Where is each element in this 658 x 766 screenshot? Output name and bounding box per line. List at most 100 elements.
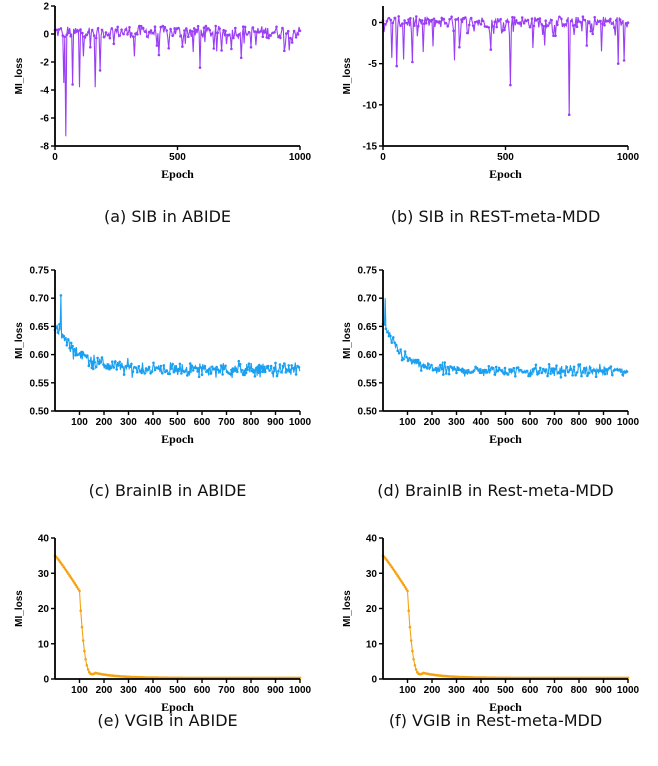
x-tick-label: 500: [497, 685, 514, 696]
data-point: [131, 370, 135, 374]
data-point: [75, 585, 79, 589]
data-point: [80, 625, 84, 629]
data-point: [405, 587, 408, 591]
data-point: [181, 45, 184, 48]
data-point: [275, 374, 279, 378]
data-point: [128, 365, 132, 369]
data-point: [399, 348, 402, 351]
y-axis-label: MI_loss: [14, 57, 25, 94]
data-point: [579, 21, 583, 24]
data-point: [427, 363, 430, 366]
y-tick-label: 0.75: [358, 266, 378, 277]
data-point: [547, 363, 551, 366]
y-tick-label: -15: [363, 142, 378, 153]
data-point: [475, 366, 479, 370]
data-point: [566, 370, 570, 374]
data-point: [66, 338, 70, 341]
data-point: [585, 44, 589, 47]
data-point: [87, 364, 91, 368]
data-point: [161, 372, 164, 375]
data-point: [412, 658, 415, 661]
data-point: [536, 17, 540, 21]
data-point: [544, 368, 548, 371]
data-point: [539, 366, 542, 370]
data-point: [61, 34, 65, 37]
series-markers: [381, 15, 630, 116]
data-point: [577, 20, 581, 23]
data-point: [564, 23, 567, 26]
x-tick-label: 1000: [617, 685, 640, 696]
data-point: [522, 21, 526, 25]
data-point: [587, 21, 591, 25]
data-point: [278, 363, 282, 366]
data-point: [443, 361, 447, 364]
data-point: [520, 16, 524, 19]
data-point: [251, 26, 255, 29]
data-point: [397, 15, 401, 18]
data-point: [397, 351, 401, 355]
data-point: [526, 18, 530, 22]
data-point: [290, 364, 294, 367]
x-tick-label: 1000: [289, 685, 312, 696]
data-point: [562, 23, 565, 26]
data-point: [407, 18, 410, 21]
data-point: [413, 24, 416, 27]
data-point: [177, 26, 180, 30]
data-point: [203, 364, 207, 368]
data-point: [430, 18, 434, 22]
data-point: [575, 25, 579, 29]
data-point: [249, 46, 253, 49]
subplot-a: -8 -6 -4 -2 0 2 0 500 1000 Epoch MI_loss (a) SIB in…: [14, 2, 312, 227]
data-point: [121, 365, 124, 369]
data-point: [210, 32, 214, 36]
data-point: [394, 343, 398, 347]
data-point: [625, 370, 629, 373]
y-axis-label: MI_loss: [14, 590, 25, 627]
data-point: [487, 26, 491, 29]
data-point: [83, 35, 86, 38]
data-point: [609, 17, 612, 21]
data-point: [467, 23, 471, 27]
data-point: [59, 294, 63, 297]
data-point: [480, 371, 483, 375]
data-point: [58, 323, 61, 326]
data-point: [620, 21, 624, 24]
data-point: [208, 367, 211, 371]
data-point: [546, 374, 549, 378]
series-markers: [53, 24, 302, 86]
data-point: [518, 21, 522, 25]
data-point: [415, 15, 418, 18]
data-point: [528, 25, 532, 29]
data-point: [259, 365, 263, 369]
data-point: [253, 30, 257, 33]
x-tick-label: 1000: [289, 152, 312, 163]
subplot-caption: (f) VGIB in Rest-meta-MDD: [389, 711, 602, 730]
data-point: [119, 363, 123, 367]
data-point: [136, 370, 139, 374]
y-tick-label: -8: [40, 142, 49, 153]
data-point: [106, 34, 110, 37]
data-point: [266, 364, 270, 368]
data-point: [186, 374, 189, 377]
data-point: [492, 366, 495, 370]
data-point: [146, 368, 149, 371]
data-point: [108, 36, 112, 40]
data-point: [69, 34, 72, 38]
data-point: [116, 364, 120, 367]
data-point: [202, 366, 205, 370]
data-point: [409, 358, 413, 362]
data-point: [72, 580, 75, 583]
series-line: [54, 24, 301, 137]
data-point: [540, 371, 544, 375]
data-point: [392, 336, 395, 339]
data-point: [158, 367, 161, 371]
data-point: [188, 362, 192, 365]
data-point: [169, 367, 173, 370]
data-point: [290, 41, 294, 44]
data-point: [199, 366, 202, 369]
data-point: [558, 371, 561, 375]
data-point: [277, 369, 280, 373]
data-point: [100, 28, 104, 32]
data-point: [430, 363, 433, 367]
